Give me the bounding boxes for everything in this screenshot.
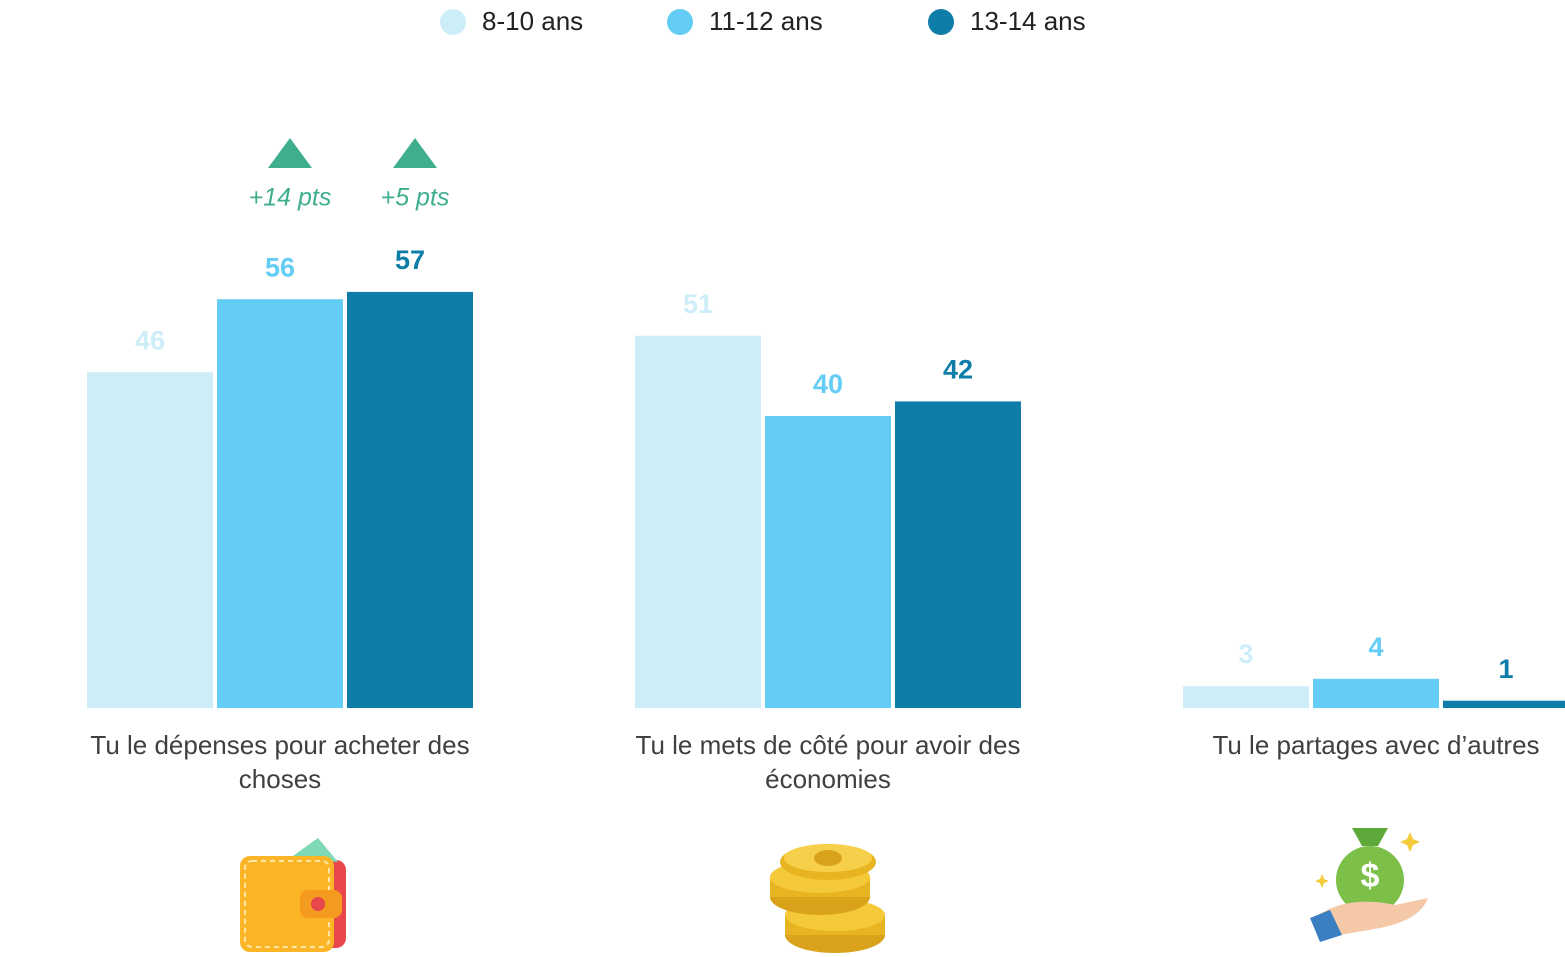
bar [87, 372, 213, 708]
bar [895, 401, 1021, 708]
svg-text:$: $ [1361, 857, 1380, 895]
value-label: 4 [1368, 632, 1383, 662]
legend-label: 13-14 ans [970, 6, 1086, 36]
category-label: Tu le partages avec d’autres [1212, 730, 1540, 760]
annotation: +14 pts [249, 184, 332, 212]
value-label: 3 [1238, 639, 1253, 669]
value-label: 51 [683, 289, 713, 319]
bar [1443, 700, 1565, 708]
bar [635, 335, 761, 708]
legend-marker [667, 9, 693, 35]
bar [347, 291, 473, 708]
coins-icon [770, 844, 885, 953]
bar [217, 299, 343, 708]
value-label: 46 [135, 325, 165, 355]
legend-marker [928, 9, 954, 35]
value-label: 56 [265, 252, 295, 282]
money-bag-icon: $ [1310, 828, 1428, 942]
legend-label: 11-12 ans [709, 6, 823, 36]
bar [1183, 686, 1309, 708]
category-label: Tu le mets de côté pour avoir des économ… [635, 730, 1021, 794]
bar [1313, 678, 1439, 708]
up-arrow [393, 138, 437, 168]
wallet-icon [240, 838, 346, 952]
annotation: +5 pts [381, 184, 450, 212]
value-label: 40 [813, 369, 843, 399]
up-arrow [268, 138, 312, 168]
bar [765, 416, 891, 708]
category-label: Tu le dépenses pour acheter des choses [90, 730, 470, 794]
legend-label: 8-10 ans [482, 6, 583, 36]
value-label: 1 [1498, 654, 1513, 684]
value-label: 42 [943, 355, 973, 385]
value-label: 57 [395, 245, 425, 275]
legend-marker [440, 9, 466, 35]
